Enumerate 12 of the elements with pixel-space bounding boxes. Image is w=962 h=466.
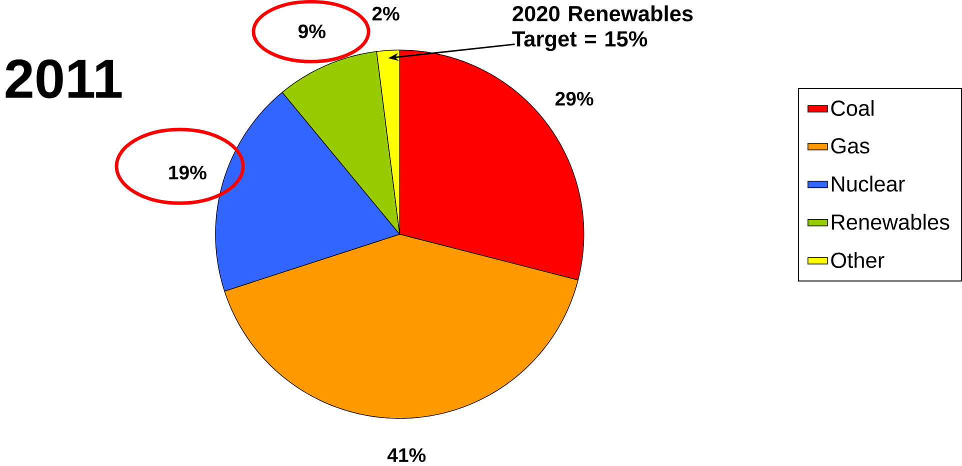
legend-label: Other — [831, 252, 884, 268]
legend-label: Coal — [831, 100, 874, 116]
data-label: 9% — [298, 24, 326, 38]
text: 2011 — [6, 59, 122, 98]
data-label: 29% — [555, 92, 594, 106]
legend-label: Gas — [831, 138, 870, 154]
data-label: 2% — [372, 6, 400, 21]
text: 2020 Renewables Target = 15% — [512, 5, 693, 52]
legend-label: Nuclear — [832, 176, 905, 192]
data-label: 19% — [169, 166, 206, 180]
data-label: 41% — [387, 448, 426, 462]
legend-label: Renewables — [832, 214, 950, 230]
